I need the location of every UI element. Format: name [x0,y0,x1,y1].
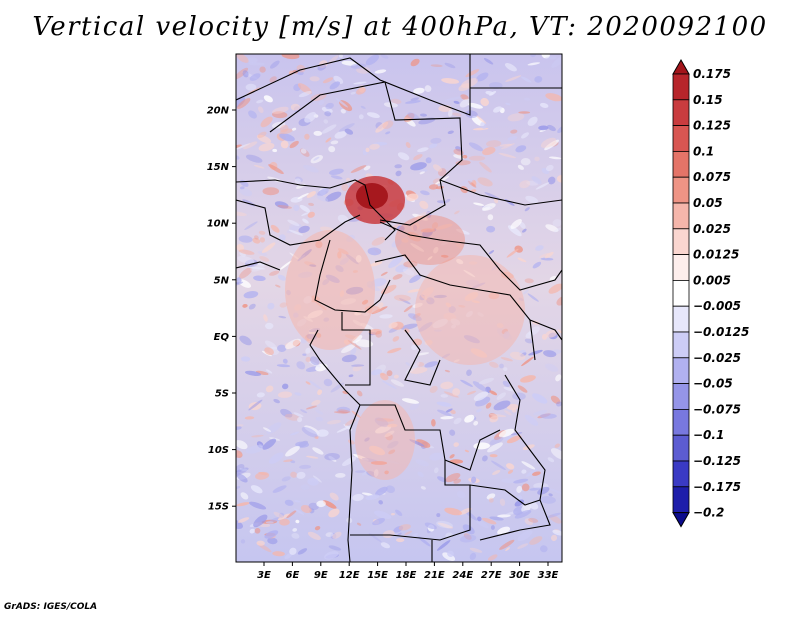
colorbar-label: −0.005 [693,299,741,313]
colorbar-label: −0.075 [693,402,741,416]
colorbar-label: −0.175 [693,480,741,494]
colorbar-segment [672,331,690,359]
colorbar-cap-top [672,58,690,75]
lon-label: 9E [314,570,328,581]
colorbar-label: −0.0125 [693,325,749,339]
colorbar-label: 0.025 [693,222,731,236]
lat-label: 15N [207,162,230,173]
colorbar-label: 0.1 [693,144,714,158]
colorbar-label: 0.175 [693,67,731,81]
colorbar-segment [672,73,690,101]
lat-label: 5N [214,275,230,286]
colorbar-segment [672,125,690,152]
map-title: Vertical velocity [m/s] at 400hPa, VT: 2… [32,12,768,42]
colorbar-label: 0.005 [693,273,731,287]
colorbar-segment [672,254,690,281]
colorbar-segment [672,176,690,204]
colorbar-cap-bottom [672,512,690,528]
colorbar-segment [672,228,690,256]
colorbar-segment [672,383,690,410]
colorbar-label: −0.1 [693,428,724,442]
colorbar-segment [672,99,690,127]
colorbar-label: −0.025 [693,351,741,365]
lat-label: EQ [214,332,230,343]
velocity-field [236,54,562,562]
lon-label: 12E [339,570,360,581]
longitude-axis: 3E 6E 9E 12E 15E 18E 21E 24E 27E 30E 33E [257,562,559,581]
colorbar-segment [672,279,690,307]
colorbar-segment [672,305,690,333]
lon-label: 15E [367,570,388,581]
lat-label: 5S [215,389,229,400]
colorbar-segment [672,434,690,462]
lon-label: 30E [509,570,530,581]
colorbar-segment [672,202,690,230]
lon-label: 24E [452,570,473,581]
lon-label: 18E [396,570,417,581]
grads-credit: GrADS: IGES/COLA [4,602,98,612]
colorbar-label: −0.2 [693,506,724,520]
lat-label: 10N [207,219,230,230]
colorbar-segment [672,357,690,384]
colorbar-label: 0.15 [693,93,723,107]
lat-label: 15S [208,502,229,513]
colorbar-label: 0.075 [693,170,731,184]
lon-label: 27E [481,570,502,581]
lat-label: 20N [207,106,230,117]
latitude-axis: 20N 15N 10N 5N EQ 5S 10S 15S [207,106,236,513]
country-borders [236,54,562,562]
colorbar-label: 0.0125 [693,248,739,262]
colorbar-segment [672,460,690,488]
lat-label: 10S [208,445,229,456]
lon-label: 21E [424,570,445,581]
lon-label: 6E [286,570,300,581]
map-frame [235,53,563,563]
lon-label: 3E [257,570,271,581]
colorbar-segment [672,486,690,513]
colorbar: 0.175 0.15 0.125 0.1 0.075 0.05 0.025 0.0125 0.0… [672,58,749,528]
colorbar-label: −0.05 [693,377,733,391]
colorbar-label: 0.05 [693,196,723,210]
lon-label: 33E [538,570,559,581]
colorbar-segment [672,408,690,436]
colorbar-label: −0.125 [693,454,741,468]
colorbar-label: 0.125 [693,119,731,133]
colorbar-segment [672,150,690,178]
